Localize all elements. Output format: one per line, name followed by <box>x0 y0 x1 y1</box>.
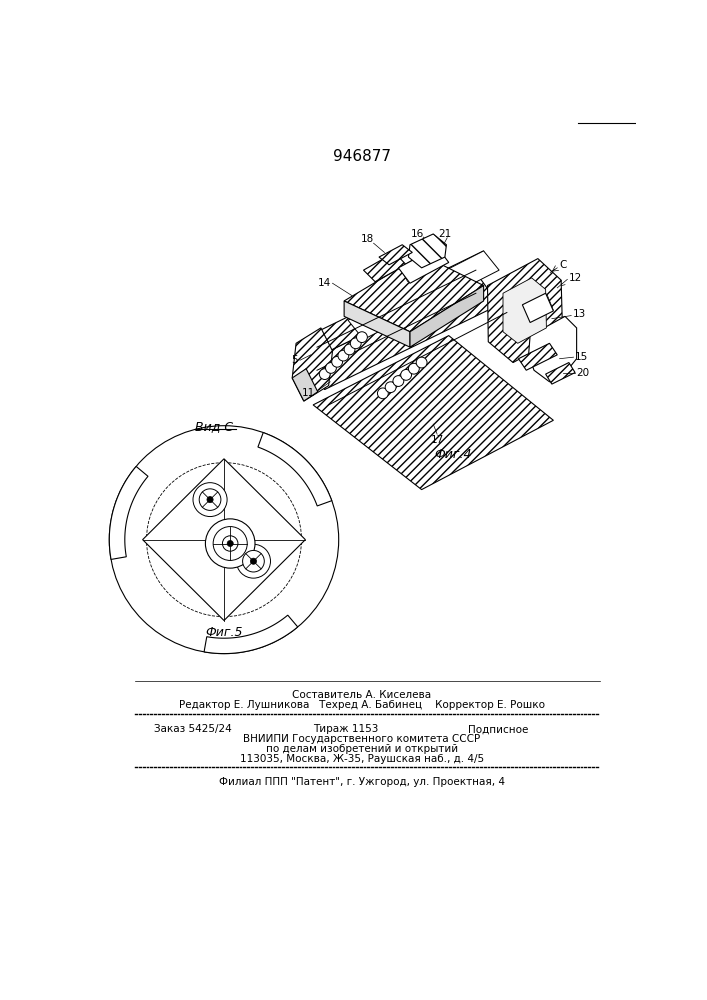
Circle shape <box>409 363 419 374</box>
Polygon shape <box>292 369 317 401</box>
Text: 946877: 946877 <box>333 149 391 164</box>
Polygon shape <box>363 252 406 282</box>
Text: С: С <box>560 260 567 270</box>
Polygon shape <box>292 328 332 401</box>
Text: 12: 12 <box>569 273 582 283</box>
Polygon shape <box>379 245 412 265</box>
Text: 13: 13 <box>573 309 586 319</box>
Circle shape <box>385 382 396 393</box>
Polygon shape <box>409 234 446 268</box>
Text: 11: 11 <box>302 388 315 398</box>
Circle shape <box>356 332 368 343</box>
Circle shape <box>243 550 264 572</box>
Polygon shape <box>398 247 449 283</box>
Text: 15: 15 <box>575 352 588 362</box>
Polygon shape <box>348 251 499 339</box>
Circle shape <box>199 489 221 510</box>
Text: Вид С: Вид С <box>195 420 233 433</box>
Text: 16: 16 <box>411 229 424 239</box>
Circle shape <box>320 369 330 379</box>
Polygon shape <box>305 336 329 389</box>
Circle shape <box>325 363 337 373</box>
Circle shape <box>393 376 404 386</box>
Text: Фиг.5: Фиг.5 <box>205 626 243 639</box>
Polygon shape <box>410 286 484 347</box>
Text: 113035, Москва, Ж-35, Раушская наб., д. 4/5: 113035, Москва, Ж-35, Раушская наб., д. … <box>240 754 484 764</box>
Polygon shape <box>529 316 577 382</box>
Circle shape <box>206 519 255 568</box>
Polygon shape <box>110 466 148 559</box>
Polygon shape <box>488 259 563 363</box>
Polygon shape <box>258 433 332 506</box>
Text: 18: 18 <box>361 234 374 244</box>
Polygon shape <box>305 251 484 363</box>
Polygon shape <box>522 293 554 323</box>
Text: по делам изобретений и открытий: по делам изобретений и открытий <box>266 744 458 754</box>
Polygon shape <box>344 255 484 332</box>
Text: Филиал ППП "Патент", г. Ужгород, ул. Проектная, 4: Филиал ППП "Патент", г. Ужгород, ул. Про… <box>219 777 505 787</box>
Polygon shape <box>143 459 305 620</box>
Polygon shape <box>546 363 575 384</box>
Text: 20: 20 <box>577 368 590 378</box>
Circle shape <box>207 497 213 503</box>
Text: Заказ 5425/24: Заказ 5425/24 <box>154 724 232 734</box>
Text: 14: 14 <box>318 278 332 288</box>
Text: Фиг.4: Фиг.4 <box>434 448 472 461</box>
Circle shape <box>401 369 411 380</box>
Circle shape <box>351 338 361 349</box>
Text: ВНИИПИ Государственного комитета СССР: ВНИИПИ Государственного комитета СССР <box>243 734 481 744</box>
Circle shape <box>416 357 427 368</box>
Circle shape <box>338 350 349 361</box>
Text: 17: 17 <box>431 435 444 445</box>
Polygon shape <box>204 615 298 654</box>
Polygon shape <box>313 336 554 490</box>
Text: Подписное: Подписное <box>468 724 529 734</box>
Polygon shape <box>344 301 410 347</box>
Circle shape <box>193 483 227 517</box>
Circle shape <box>223 536 238 551</box>
Circle shape <box>250 558 257 564</box>
Circle shape <box>378 388 388 399</box>
Text: 5: 5 <box>291 355 298 365</box>
Polygon shape <box>518 343 557 370</box>
Text: Составитель А. Киселева: Составитель А. Киселева <box>293 690 431 700</box>
Polygon shape <box>503 278 547 343</box>
Circle shape <box>344 344 355 355</box>
Circle shape <box>332 356 343 367</box>
Text: 21: 21 <box>438 229 452 239</box>
Text: Редактор Е. Лушникова   Техред А. Бабинец    Корректор Е. Рошко: Редактор Е. Лушникова Техред А. Бабинец … <box>179 700 545 710</box>
Text: Тираж 1153: Тираж 1153 <box>313 724 378 734</box>
Circle shape <box>227 540 233 547</box>
Circle shape <box>236 544 271 578</box>
Polygon shape <box>305 278 499 389</box>
Circle shape <box>213 527 247 560</box>
